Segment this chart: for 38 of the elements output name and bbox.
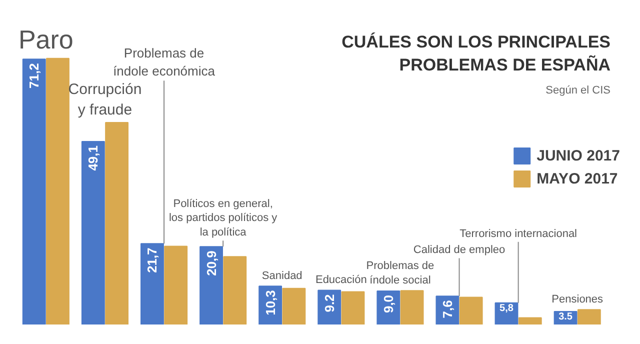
bar xyxy=(282,288,306,324)
bar xyxy=(22,58,46,324)
x-tick-label: Problemas de índole social xyxy=(366,260,434,287)
data-label: 9,0 xyxy=(380,294,396,314)
bar xyxy=(459,296,483,324)
bar xyxy=(223,256,247,324)
data-label: 10,3 xyxy=(262,290,278,316)
x-tick-label: Políticos en general, los partidos políticos y la política xyxy=(168,198,278,239)
bar xyxy=(164,246,188,324)
data-label: 21,7 xyxy=(144,248,160,273)
text: Según el CIS xyxy=(546,84,611,96)
legend-label: JUNIO 2017 xyxy=(536,147,620,164)
bar xyxy=(140,243,164,324)
data-label: 71,2 xyxy=(26,63,42,88)
data-label: 7,6 xyxy=(440,300,455,318)
x-tick-label: Sanidad xyxy=(262,270,302,282)
legend-label: MAYO 2017 xyxy=(536,170,618,187)
bar xyxy=(577,309,601,324)
data-label: 49,1 xyxy=(86,146,101,171)
bar xyxy=(105,122,129,324)
x-tick-label: Calidad de empleo xyxy=(413,244,506,256)
data-label: 5,8 xyxy=(500,302,514,314)
data-label: 20,9 xyxy=(204,250,219,276)
x-tick-label: Pensiones xyxy=(552,294,604,306)
x-tick-label: Problemas de índole económica xyxy=(113,46,216,79)
x-tick-label: Educación xyxy=(315,274,367,286)
bar xyxy=(46,58,70,324)
bar xyxy=(400,290,424,324)
bar xyxy=(518,317,542,324)
x-tick-label: Paro xyxy=(18,24,74,54)
x-tick-label: Terrorismo internacional xyxy=(460,228,578,240)
bar xyxy=(81,141,105,324)
chart-title: CUÁLES SON LOS PRINCIPALES PROBLEMAS DE ESPAÑA xyxy=(342,32,611,74)
bar xyxy=(200,246,223,324)
data-label: 3.5 xyxy=(558,311,573,322)
bar xyxy=(341,291,365,324)
data-label: 9.2 xyxy=(322,294,337,312)
bar xyxy=(318,290,342,324)
